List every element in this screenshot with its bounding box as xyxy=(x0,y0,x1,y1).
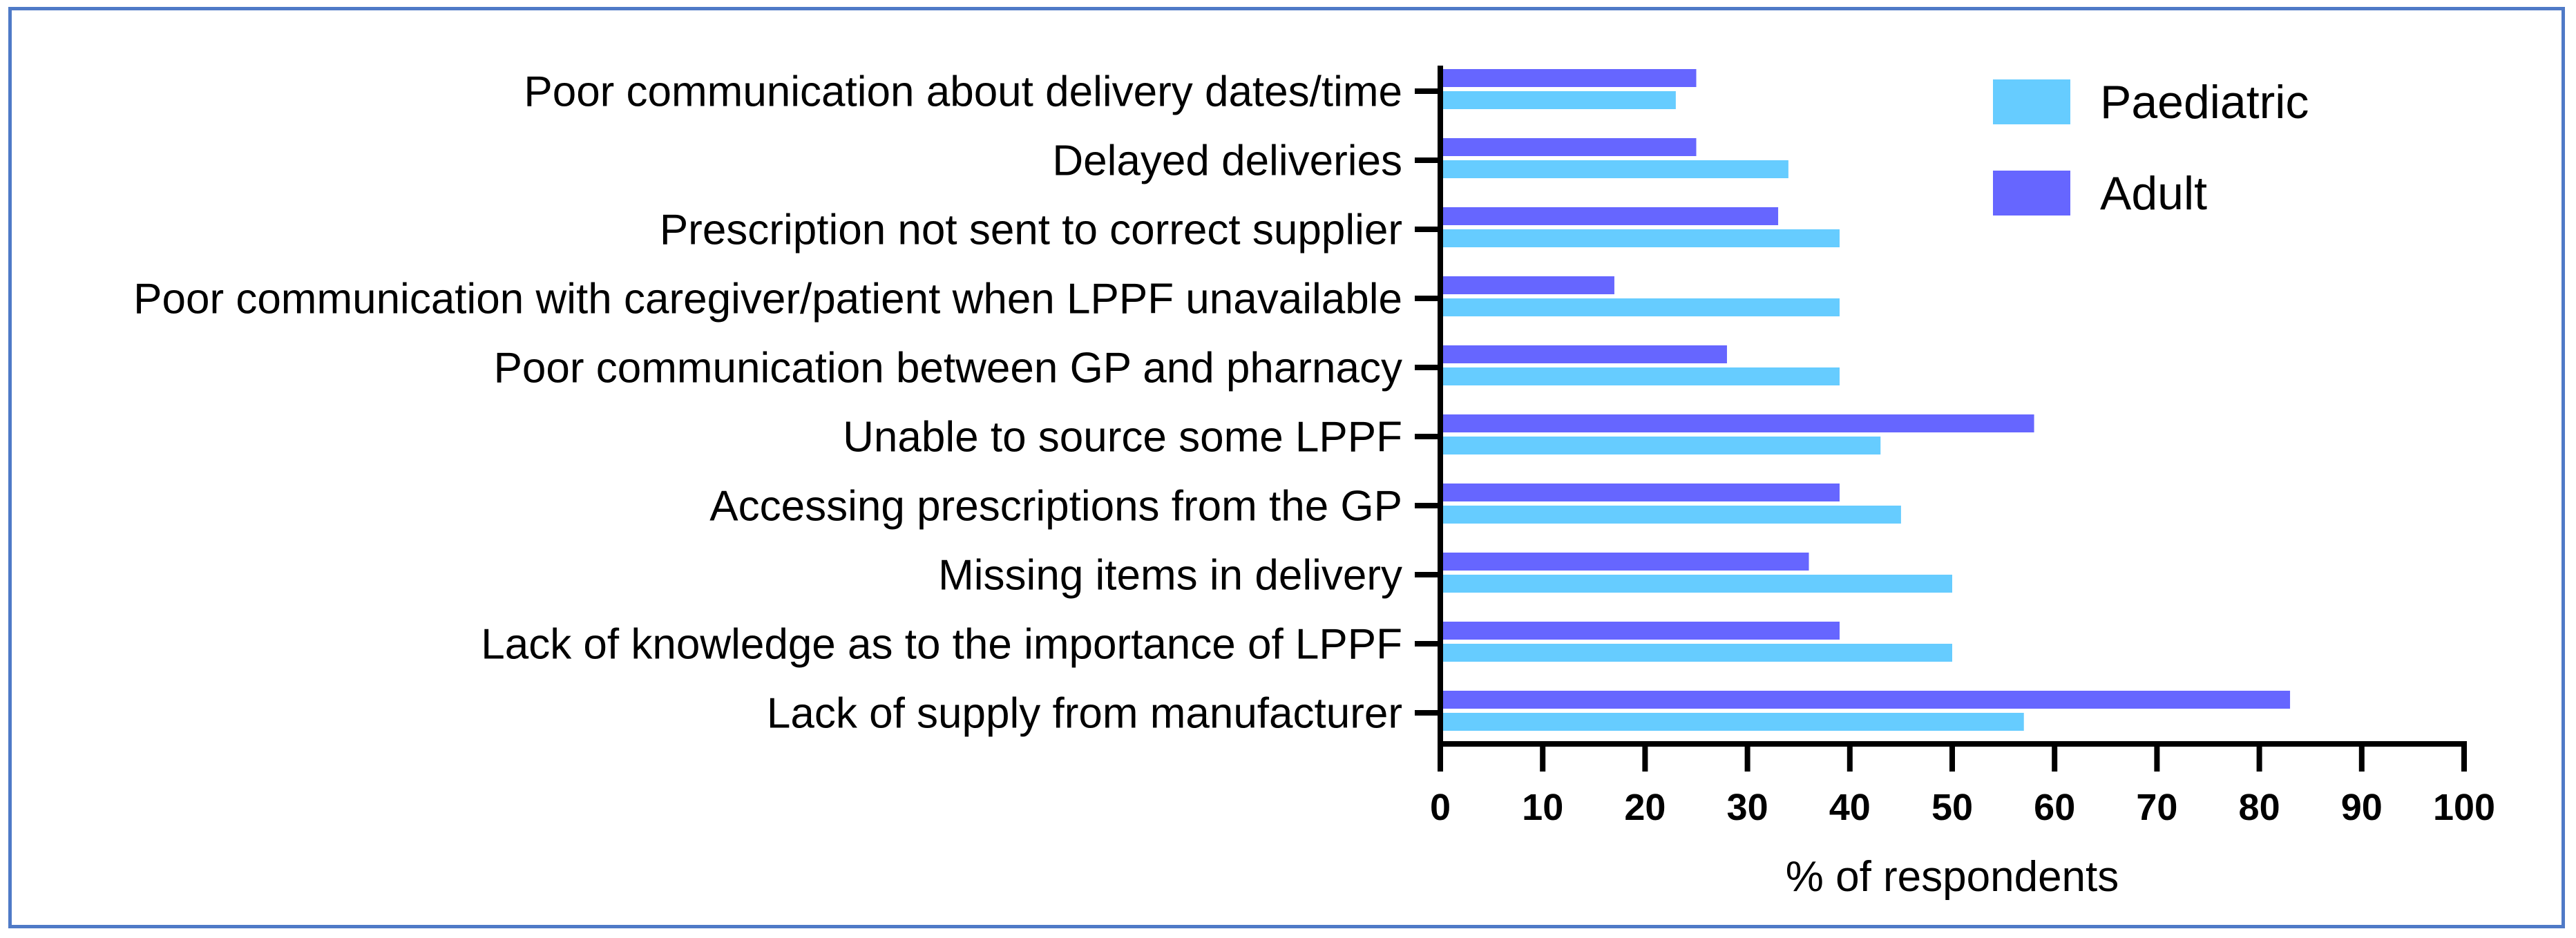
x-tick-label: 0 xyxy=(1430,787,1451,828)
category-label: Lack of supply from manufacturer xyxy=(767,689,1402,737)
x-tick-label: 90 xyxy=(2341,787,2383,828)
chart-frame xyxy=(8,7,2565,928)
category-label: Poor communication between GP and pharna… xyxy=(494,344,1402,392)
category-label: Accessing prescriptions from the GP xyxy=(709,482,1402,530)
legend-swatch-adult xyxy=(1993,171,2070,216)
x-axis-title: % of respondents xyxy=(1786,853,2119,901)
bar-adult-5 xyxy=(1440,414,2034,432)
category-label: Prescription not sent to correct supplie… xyxy=(660,206,1402,253)
legend-label-adult: Adult xyxy=(2100,167,2207,220)
category-label: Delayed deliveries xyxy=(1052,137,1402,184)
bar-paediatric-9 xyxy=(1440,713,2024,731)
bar-paediatric-1 xyxy=(1440,160,1788,178)
legend-swatch-paediatric xyxy=(1993,79,2070,124)
bar-adult-2 xyxy=(1440,207,1779,225)
bar-paediatric-4 xyxy=(1440,367,1840,385)
bar-paediatric-5 xyxy=(1440,437,1881,454)
x-tick-label: 80 xyxy=(2239,787,2280,828)
bar-paediatric-6 xyxy=(1440,506,1901,524)
bars-layer xyxy=(1440,69,2291,731)
category-label: Poor communication with caregiver/patien… xyxy=(133,275,1402,323)
legend-label-paediatric: Paediatric xyxy=(2100,76,2309,128)
bar-paediatric-3 xyxy=(1440,298,1840,316)
x-tick-label: 10 xyxy=(1522,787,1563,828)
bar-adult-0 xyxy=(1440,69,1697,87)
x-tick-label: 40 xyxy=(1829,787,1871,828)
x-tick-label: 60 xyxy=(2034,787,2075,828)
bar-paediatric-8 xyxy=(1440,644,1952,662)
x-tick-label: 20 xyxy=(1624,787,1666,828)
bar-adult-9 xyxy=(1440,691,2291,709)
x-tick-label: 100 xyxy=(2433,787,2495,828)
x-tick-label: 50 xyxy=(1931,787,1973,828)
x-tick-label: 30 xyxy=(1727,787,1768,828)
bar-adult-6 xyxy=(1440,484,1840,501)
axes-layer xyxy=(1415,66,2467,772)
bar-adult-7 xyxy=(1440,553,1809,571)
category-label: Lack of knowledge as to the importance o… xyxy=(481,620,1402,668)
bar-paediatric-7 xyxy=(1440,575,1952,593)
category-label: Missing items in delivery xyxy=(938,551,1402,599)
category-label: Unable to source some LPPF xyxy=(843,413,1402,461)
bar-paediatric-2 xyxy=(1440,229,1840,247)
bar-adult-3 xyxy=(1440,276,1614,294)
bar-adult-8 xyxy=(1440,622,1840,640)
legend: Paediatric Adult xyxy=(1993,76,2309,220)
bar-paediatric-0 xyxy=(1440,91,1676,109)
labels-layer: Poor communication about delivery dates/… xyxy=(133,68,2495,828)
category-label: Poor communication about delivery dates/… xyxy=(524,68,1402,115)
bar-adult-4 xyxy=(1440,345,1727,363)
x-tick-label: 70 xyxy=(2136,787,2177,828)
bar-adult-1 xyxy=(1440,138,1697,156)
